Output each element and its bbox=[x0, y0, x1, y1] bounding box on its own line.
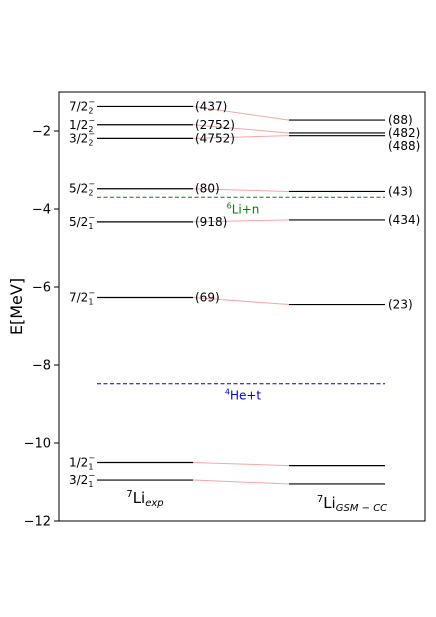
level-jpi-label: 7/21− bbox=[69, 289, 95, 307]
level-width-label: (43) bbox=[388, 184, 413, 198]
level-jpi-label: 1/22− bbox=[69, 116, 95, 134]
level-width-label: (434) bbox=[388, 213, 420, 227]
axes-frame bbox=[58, 91, 426, 522]
connector-line bbox=[192, 124, 290, 134]
threshold-label-4He+t: 4He+t bbox=[225, 388, 262, 403]
y-axis-label: E[MeV] bbox=[7, 278, 26, 335]
connector-line bbox=[192, 297, 290, 306]
connector-line bbox=[192, 462, 290, 467]
level-width-label: (2752) bbox=[195, 118, 235, 132]
column-label-gsm: 7LiGSM − CC bbox=[317, 494, 387, 514]
level-width-label: (482) bbox=[388, 126, 420, 140]
level-width-label: (69) bbox=[195, 291, 220, 305]
y-tick-label: −8 bbox=[32, 359, 51, 374]
connector-line bbox=[192, 135, 290, 139]
y-tick-label: −4 bbox=[32, 203, 51, 218]
level-width-label: (4752) bbox=[195, 131, 235, 145]
column-label-exp: 7Liexp bbox=[126, 489, 163, 509]
connector-line bbox=[192, 105, 290, 121]
level-jpi-label: 5/21− bbox=[69, 213, 95, 231]
level-width-label: (488) bbox=[388, 139, 420, 153]
level-width-label: (918) bbox=[195, 215, 227, 229]
connector-line bbox=[192, 188, 290, 192]
level-width-label: (80) bbox=[195, 182, 220, 196]
level-jpi-label: 5/22− bbox=[69, 180, 95, 198]
level-jpi-label: 3/21− bbox=[69, 471, 95, 489]
y-tick-label: −12 bbox=[24, 515, 51, 530]
level-width-label: (23) bbox=[388, 298, 413, 312]
y-tick-label: −10 bbox=[24, 437, 51, 452]
level-width-label: (88) bbox=[388, 113, 413, 127]
y-tick-label: −2 bbox=[32, 125, 51, 140]
threshold-label-6Li+n: 6Li+n bbox=[227, 201, 260, 216]
connector-line bbox=[192, 479, 290, 485]
level-width-label: (437) bbox=[195, 99, 227, 113]
connector-line bbox=[192, 219, 290, 223]
level-jpi-label: 3/22− bbox=[69, 129, 95, 147]
y-tick-label: −6 bbox=[32, 281, 51, 296]
level-jpi-label: 7/22− bbox=[69, 97, 95, 115]
plot-area: −2 −4 −6 −8 −10 −12 E[MeV] 6Li+n 4He+t 7/22− (437)… bbox=[7, 91, 426, 530]
level-jpi-label: 1/21− bbox=[69, 454, 95, 472]
